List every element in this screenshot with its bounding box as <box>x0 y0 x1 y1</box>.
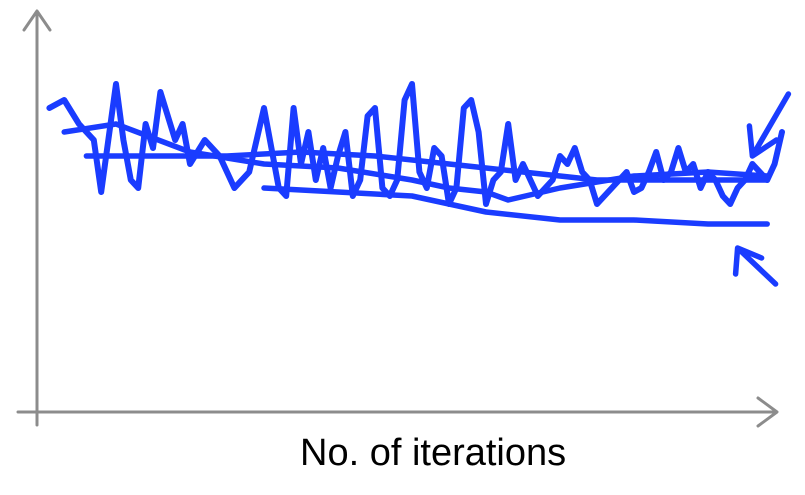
axes <box>16 9 779 428</box>
annotation-arrow-down-path <box>746 91 792 159</box>
x-axis-label: No. of iterations <box>300 432 567 474</box>
series-line-1 <box>46 81 785 207</box>
annotation-arrow-up <box>732 245 779 287</box>
x-axis-arrowhead <box>756 396 779 428</box>
series-layer <box>46 81 785 227</box>
series-line-4 <box>261 185 770 227</box>
annotation-arrow-up-path <box>732 245 779 287</box>
series-line-2 <box>61 121 770 203</box>
annotation-arrow-down <box>746 91 792 159</box>
annotation-layer <box>732 91 792 287</box>
series-line-3 <box>83 149 770 183</box>
y-axis-arrowhead <box>22 9 52 32</box>
